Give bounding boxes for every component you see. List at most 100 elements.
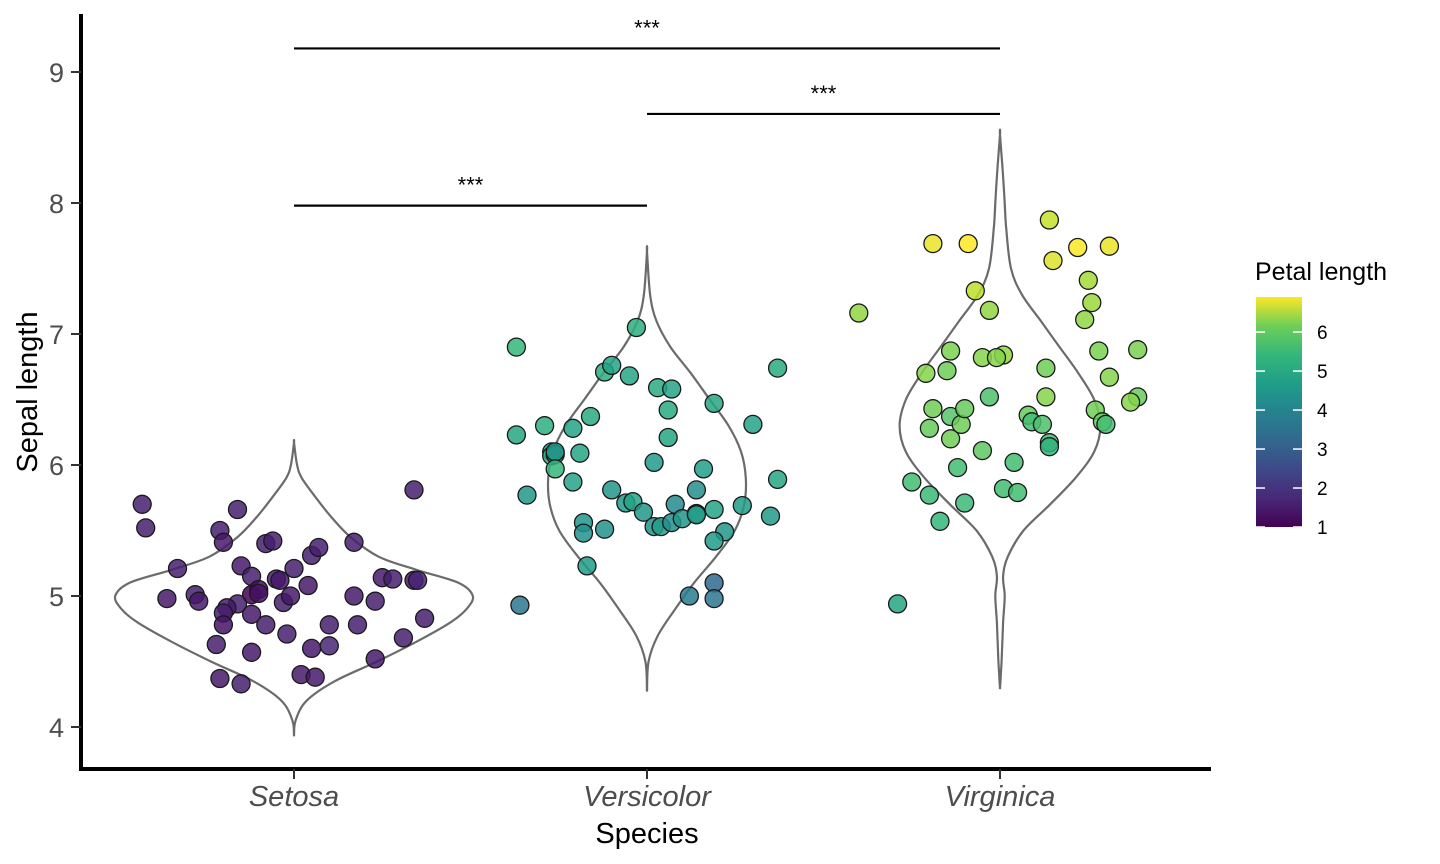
data-point	[947, 457, 968, 478]
legend-ticks: 1 2 3 4 5 6	[1256, 323, 1328, 539]
data-point	[231, 674, 251, 694]
data-point	[937, 361, 957, 381]
data-point	[986, 347, 1007, 368]
data-point	[1120, 392, 1141, 412]
data-point	[506, 425, 527, 445]
data-point	[510, 595, 530, 615]
data-point	[940, 429, 961, 449]
data-point	[958, 233, 978, 254]
data-point	[534, 416, 555, 436]
data-point	[1007, 482, 1028, 503]
violin-outlines	[113, 128, 1102, 737]
y-tick-label: 8	[49, 189, 64, 219]
data-point	[732, 495, 752, 516]
data-point	[644, 452, 664, 473]
legend: Petal length 1 2 3 4 5 6	[1255, 258, 1387, 539]
data-point	[280, 586, 301, 606]
x-tick-label: Setosa	[249, 781, 339, 813]
data-point	[284, 558, 304, 579]
data-point	[577, 556, 597, 576]
data-point	[227, 499, 248, 520]
data-point	[309, 537, 329, 558]
x-ticks: Setosa Versicolor Virginica	[249, 769, 1055, 813]
data-point	[407, 570, 428, 590]
data-point	[693, 459, 714, 479]
significance-label: ***	[634, 15, 660, 40]
x-axis-title: Species	[595, 818, 698, 850]
data-point	[923, 399, 943, 419]
legend-tick-label: 4	[1317, 401, 1328, 422]
data-point	[383, 569, 403, 589]
violin-versicolor	[546, 245, 748, 692]
data-point	[1099, 236, 1120, 256]
data-point	[414, 608, 435, 628]
data-point	[760, 506, 781, 526]
data-point	[305, 667, 325, 687]
series-versicolor	[506, 317, 788, 615]
significance-label: ***	[458, 173, 484, 198]
data-point	[319, 615, 339, 635]
data-point	[658, 427, 678, 448]
data-point	[704, 499, 724, 520]
data-point	[1078, 270, 1098, 290]
data-point	[602, 355, 622, 376]
legend-tick-label: 3	[1317, 440, 1328, 461]
y-tick-label: 5	[49, 582, 64, 612]
data-point	[213, 615, 234, 635]
data-point	[919, 418, 940, 438]
data-point	[849, 303, 869, 323]
data-point	[619, 366, 640, 386]
data-point	[545, 459, 565, 479]
data-point	[679, 586, 700, 606]
series-setosa	[132, 480, 435, 694]
violin-virginica	[898, 128, 1102, 690]
y-tick-label: 4	[49, 713, 64, 743]
data-point	[277, 624, 297, 644]
data-point	[767, 469, 788, 490]
data-point	[1039, 437, 1060, 457]
legend-tick-label: 6	[1317, 323, 1328, 344]
data-point	[955, 493, 975, 513]
data-point	[686, 480, 707, 500]
data-point	[249, 583, 269, 604]
data-point	[573, 523, 594, 543]
data-point	[972, 440, 993, 461]
data-point	[923, 233, 943, 254]
data-point	[298, 575, 318, 596]
data-point	[1043, 250, 1063, 271]
data-point	[930, 511, 950, 531]
data-point	[213, 532, 234, 552]
data-point	[919, 485, 940, 505]
data-point	[1036, 387, 1056, 407]
data-point	[319, 636, 339, 656]
data-point	[979, 300, 1000, 321]
data-point	[633, 502, 654, 522]
data-point	[1068, 237, 1088, 258]
data-point	[167, 558, 188, 579]
data-point	[916, 363, 936, 383]
axes	[79, 14, 1211, 771]
legend-tick-label: 5	[1317, 362, 1328, 383]
data-point	[270, 570, 290, 590]
data-point	[506, 337, 527, 357]
data-point	[965, 281, 985, 301]
data-point	[1128, 340, 1148, 360]
data-point	[686, 505, 707, 525]
data-point	[662, 379, 682, 399]
data-point	[365, 591, 385, 611]
data-point	[241, 604, 262, 624]
data-point	[206, 634, 226, 655]
data-point	[1004, 452, 1024, 473]
data-point	[704, 531, 724, 551]
data-point	[979, 387, 1000, 407]
data-point	[1039, 210, 1060, 230]
data-point	[132, 494, 152, 514]
y-axis-title: Sepal length	[12, 311, 44, 472]
significance-brackets: *** *** ***	[294, 15, 1000, 207]
legend-title: Petal length	[1255, 258, 1387, 286]
data-point	[1036, 358, 1056, 378]
data-point	[157, 588, 177, 609]
data-point	[594, 519, 615, 539]
data-point	[393, 628, 414, 648]
